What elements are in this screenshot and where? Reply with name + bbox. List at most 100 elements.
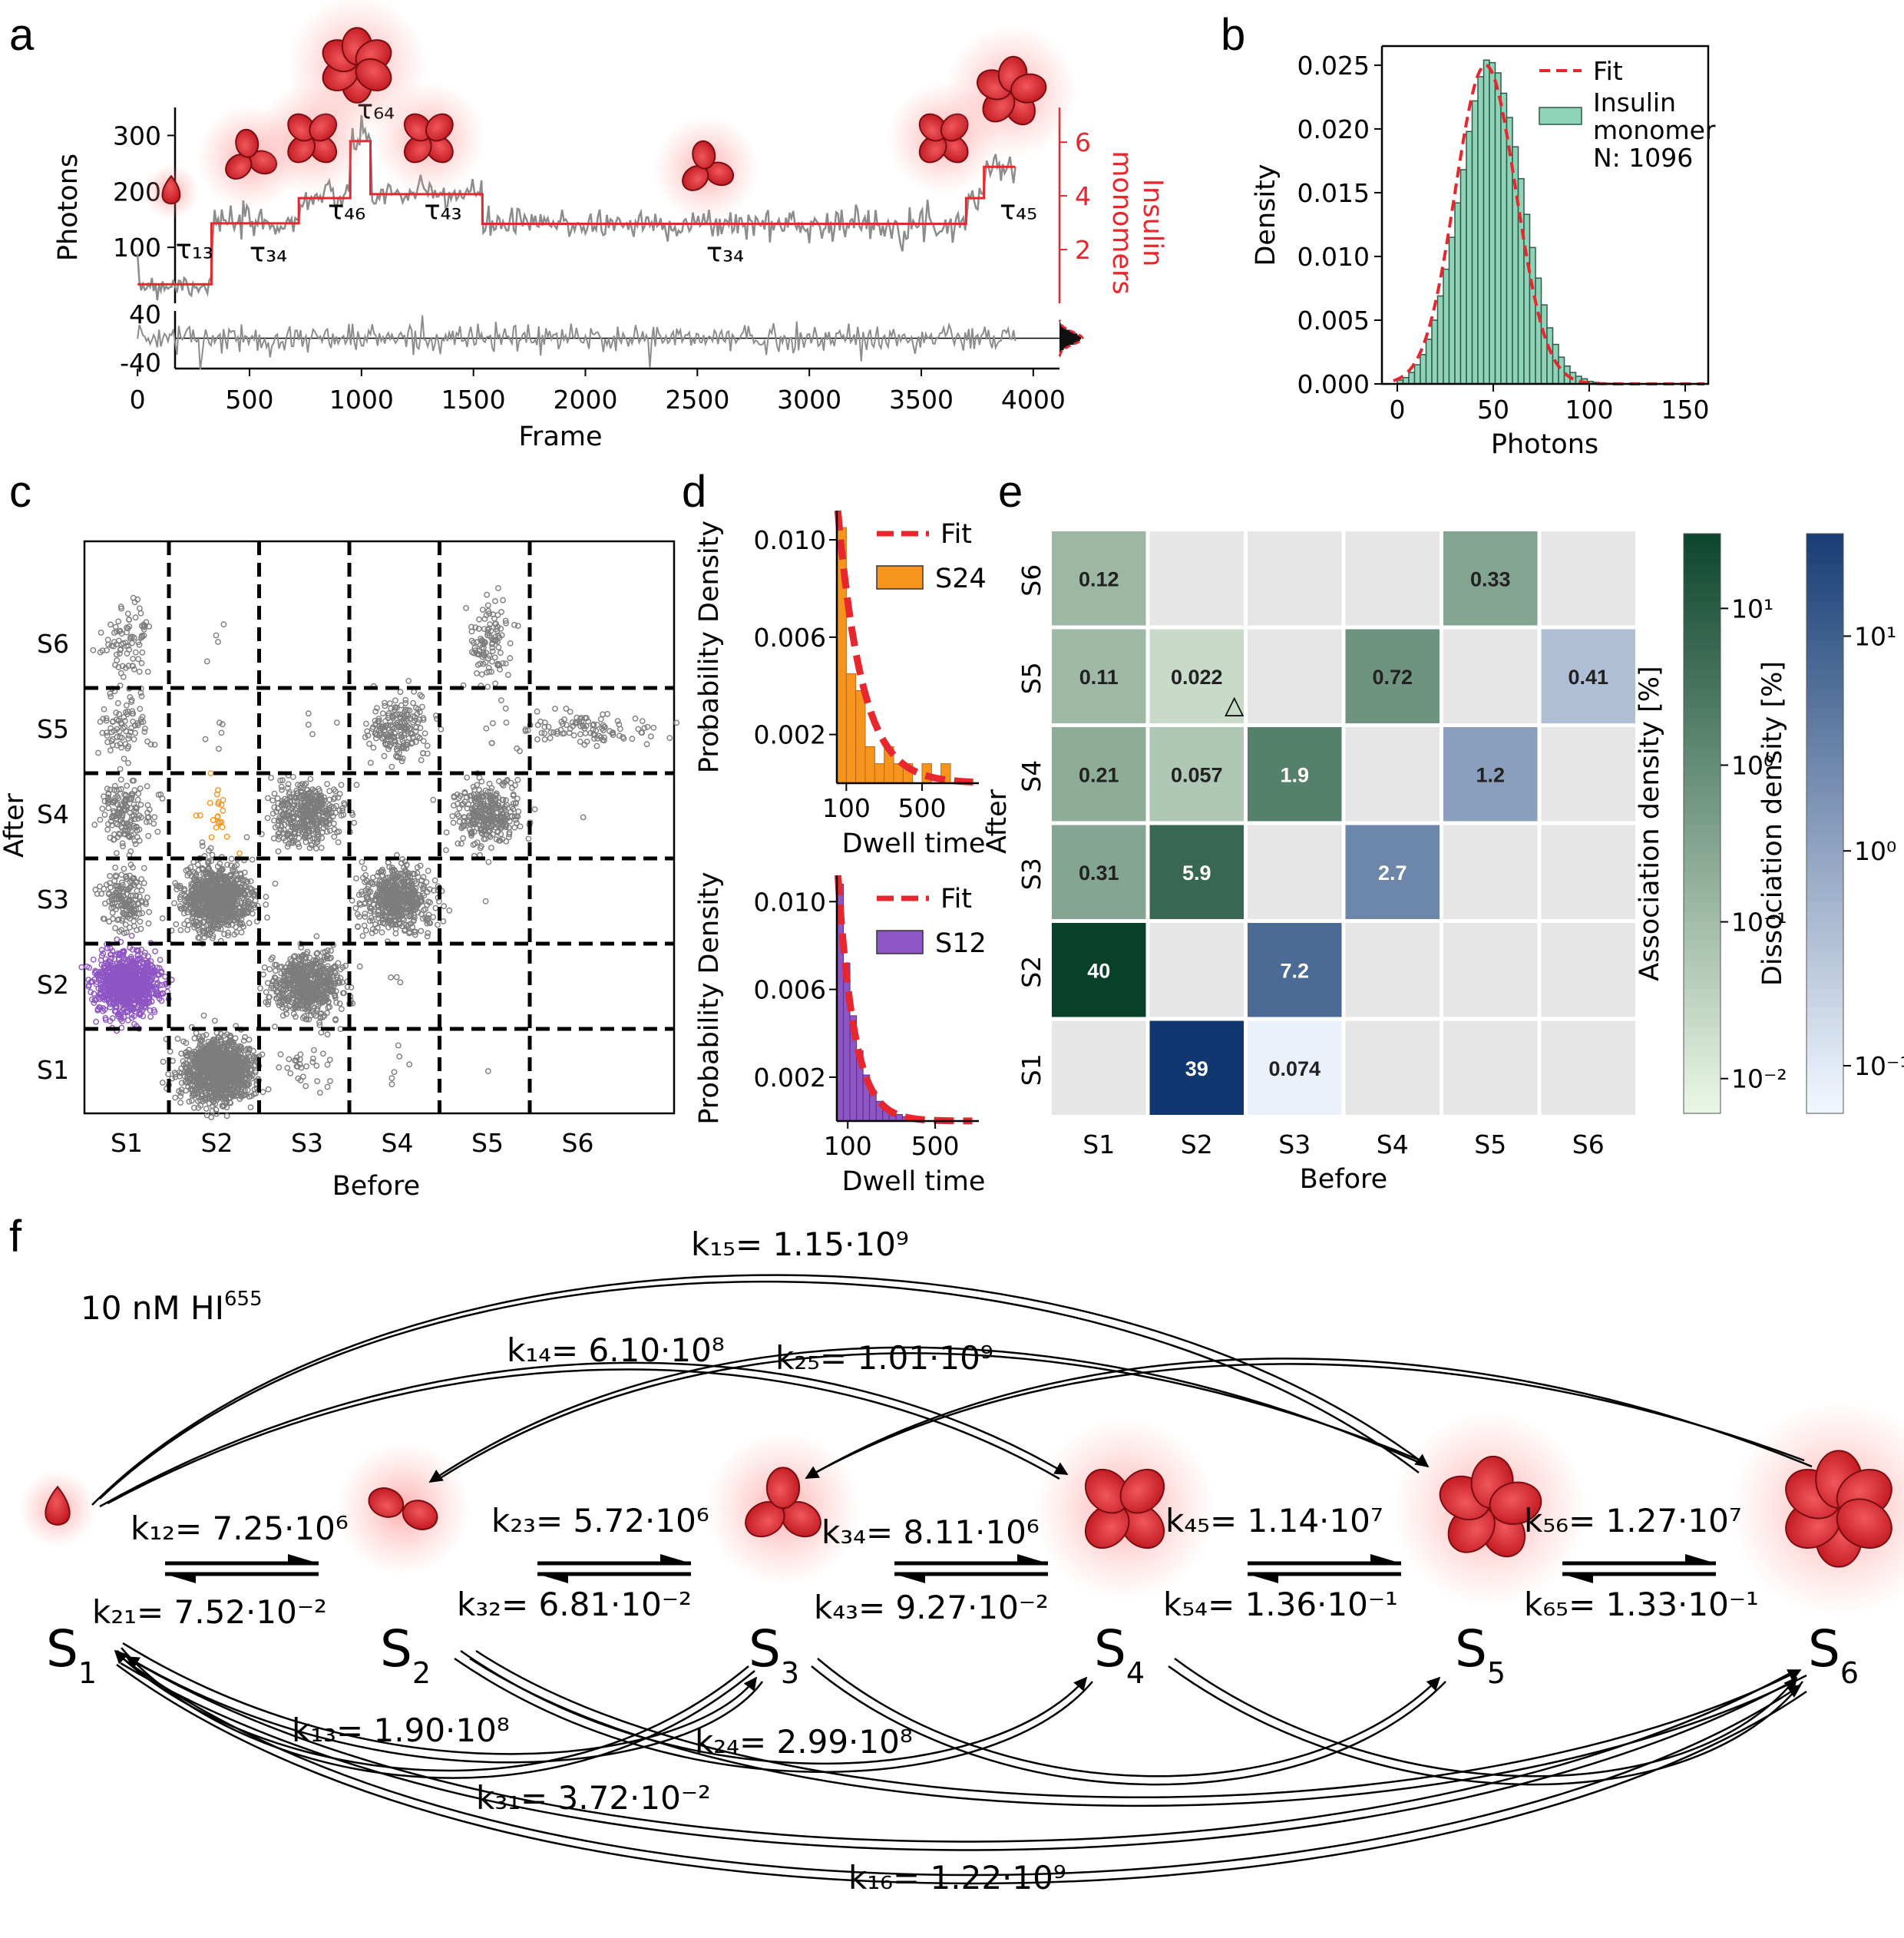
scatter-point (129, 708, 136, 714)
residual-hist-bar (1059, 342, 1074, 346)
scatter-point (213, 824, 220, 831)
legend-fit-label: Fit (1593, 56, 1623, 86)
histogram-bar (1489, 61, 1496, 385)
histogram-bar (1443, 268, 1450, 385)
scatter-point (107, 621, 114, 628)
panel-label-b: b (1221, 10, 1245, 60)
scatter-point (331, 833, 338, 840)
scatter-point (145, 920, 152, 927)
scatter-point (128, 932, 135, 939)
scatter-point (302, 1083, 309, 1090)
scatter-point (160, 990, 167, 997)
scatter-point (141, 949, 148, 956)
scatter-point (335, 839, 342, 845)
legend-hist-line: N: 1096 (1593, 143, 1693, 173)
scatter-point (259, 1089, 266, 1096)
scatter-point (160, 1058, 167, 1065)
x-tick-label: 150 (1661, 395, 1710, 425)
legend-hist-line: monomer (1593, 115, 1716, 145)
scatter-point (140, 987, 147, 994)
residual-hist-bar (1059, 337, 1081, 340)
scatter-point (151, 814, 158, 821)
scatter-point (271, 790, 278, 797)
scatter-point (276, 1064, 283, 1071)
scatter-point (114, 996, 121, 1003)
scatter-point (117, 816, 124, 823)
scatter-point (110, 836, 117, 843)
y-tick-label: 0.015 (1297, 178, 1370, 208)
scatter-point (120, 843, 126, 850)
scatter-point (238, 929, 245, 936)
scatter-point (138, 634, 144, 641)
scatter-point (126, 872, 133, 879)
scatter-point (112, 795, 119, 801)
scatter-point (100, 915, 107, 922)
scatter-point (144, 738, 151, 745)
scatter-point (153, 986, 160, 992)
scatter-point (147, 741, 154, 748)
y-axis-title: Photons (53, 154, 84, 261)
scatter-point (94, 1006, 101, 1013)
icon-lobe (1010, 73, 1047, 104)
scatter-point (264, 980, 271, 987)
scatter-point (100, 950, 107, 957)
scatter-point (88, 989, 94, 996)
scatter-point (388, 1081, 395, 1088)
scatter-point (101, 706, 107, 713)
scatter-point (97, 883, 103, 890)
scatter-point (395, 1042, 402, 1049)
scatter-point (116, 971, 123, 977)
scatter-point (124, 886, 131, 892)
scatter-point (200, 1012, 207, 1019)
dwell-label: τ₃₄ (250, 237, 287, 268)
scatter-point (146, 623, 153, 630)
scatter-point (117, 885, 124, 892)
scatter-point (115, 1014, 122, 1020)
scatter-point (135, 656, 142, 663)
scatter-point (119, 881, 126, 888)
scatter-point (127, 862, 134, 868)
scatter-point (210, 817, 217, 824)
scatter-point (123, 728, 130, 735)
scatter-point (120, 992, 127, 998)
scatter-point (446, 907, 453, 914)
scatter-point (309, 1059, 316, 1066)
scatter-point (125, 743, 132, 749)
scatter-point (102, 1017, 109, 1024)
scatter-point (228, 855, 235, 862)
scatter-point (98, 989, 104, 996)
scatter-point (120, 971, 127, 977)
scatter-point (117, 646, 124, 653)
histogram-bar (1448, 236, 1456, 385)
residual-hist-bar (1059, 328, 1067, 331)
scatter-point (93, 1018, 100, 1025)
scatter-point (199, 839, 206, 846)
scatter-point (106, 999, 113, 1006)
scatter-point (113, 850, 120, 857)
histogram-bar (1477, 76, 1485, 385)
scatter-point (391, 1069, 398, 1076)
scatter-point (117, 776, 124, 783)
scatter-point (109, 736, 116, 742)
scatter-point (150, 1007, 157, 1014)
scatter-point (263, 989, 269, 996)
scatter-point (223, 1113, 230, 1119)
pentamer-icon (944, 25, 1079, 160)
scatter-point (113, 788, 120, 795)
scatter-point (140, 623, 147, 630)
scatter-point (90, 647, 97, 653)
scatter-point (138, 946, 145, 953)
scatter-point (140, 865, 147, 871)
scatter-point (137, 716, 144, 723)
y-axis-title: Density (1251, 164, 1281, 266)
scatter-point (134, 888, 140, 895)
scatter-point (284, 1065, 291, 1071)
scatter-point (338, 1006, 345, 1013)
scatter-point (117, 766, 124, 772)
x-tick-label: 0 (1390, 395, 1406, 425)
scatter-point (431, 877, 438, 884)
scatter-point (149, 963, 156, 970)
scatter-point (101, 964, 107, 971)
scatter-point (115, 717, 122, 724)
scatter-point (155, 971, 162, 978)
